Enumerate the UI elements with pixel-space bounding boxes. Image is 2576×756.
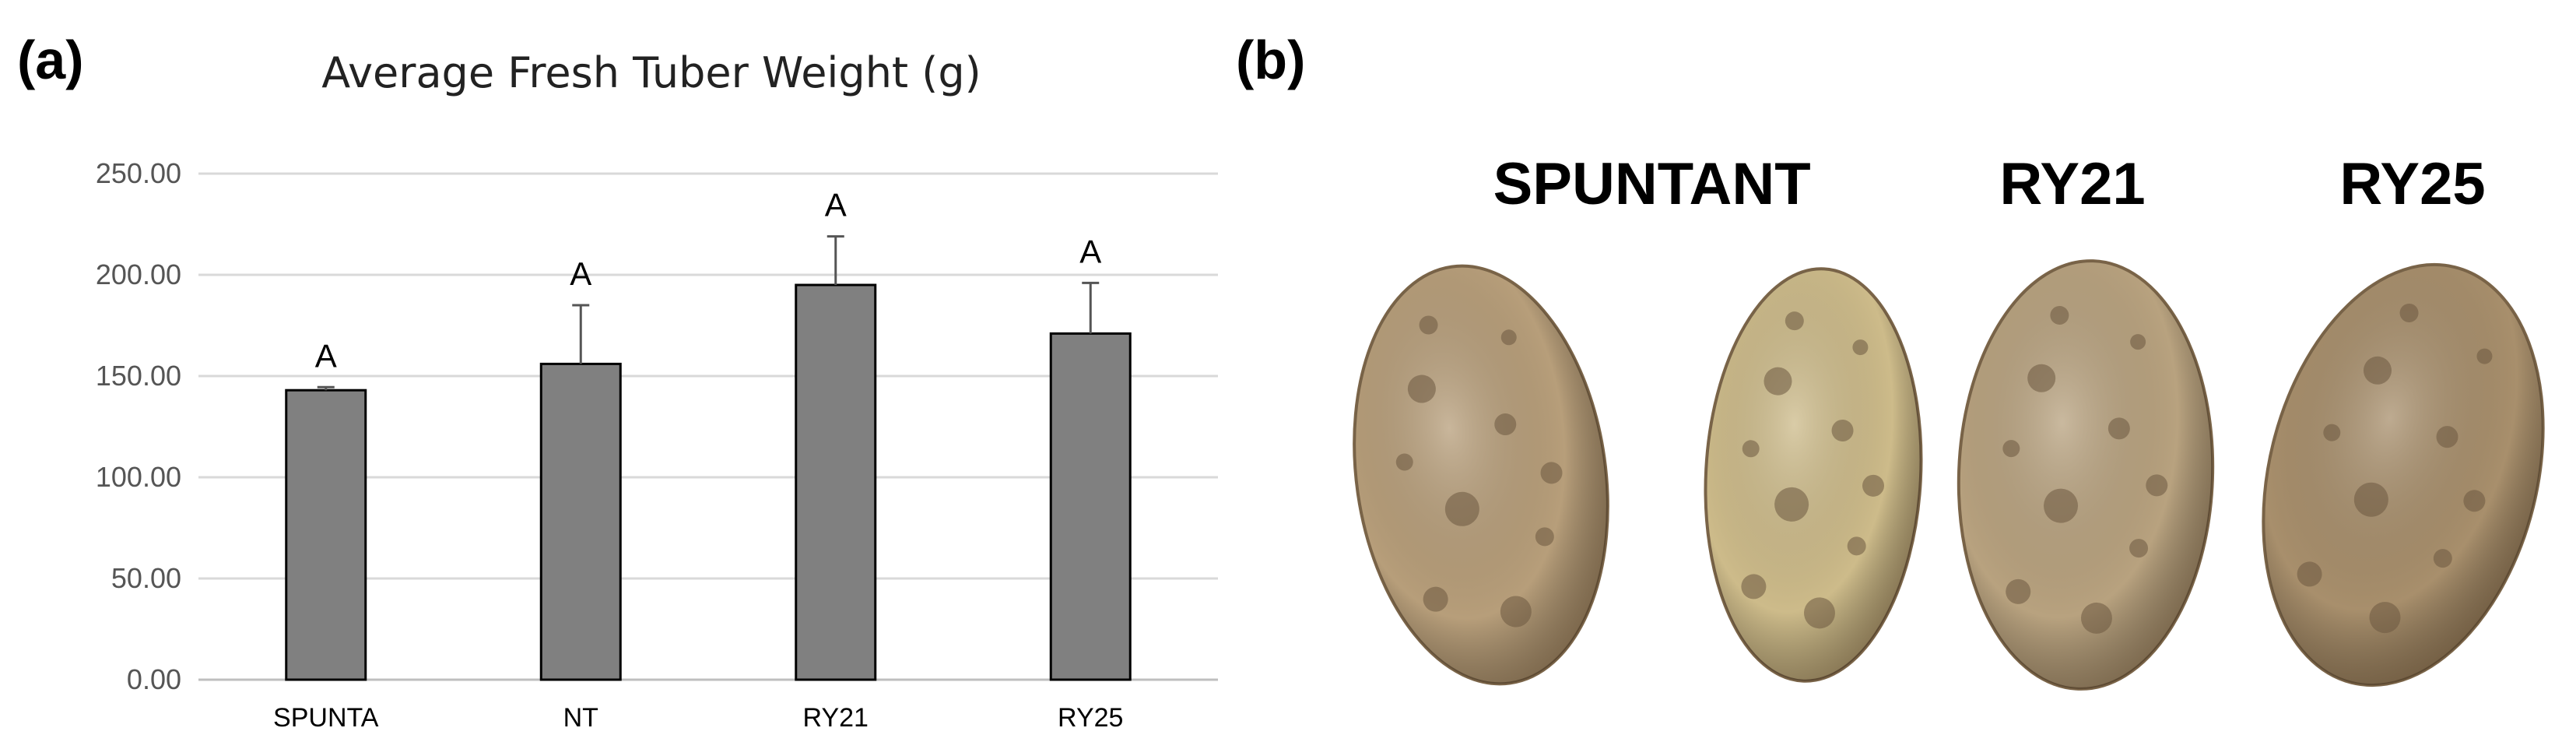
soil-speck: [2353, 482, 2388, 517]
soil-speck: [2130, 334, 2146, 350]
soil-speck: [1535, 527, 1554, 547]
bar-nt: [539, 362, 622, 681]
chart-bars: A A A A: [285, 187, 1132, 681]
soil-speck: [2463, 490, 2486, 512]
x-tick-label: RY25: [1058, 703, 1123, 733]
y-tick-label: 150.00: [96, 360, 181, 392]
soil-speck: [2146, 474, 2168, 497]
significance-letter: A: [315, 337, 337, 374]
significance-letter: A: [825, 187, 847, 223]
x-axis-labels: SPUNTA NT RY21 RY25: [273, 703, 1123, 733]
soil-speck: [1540, 462, 1563, 484]
bar-chart: Average Fresh Tuber Weight (g) 0.00 50.00…: [96, 48, 1218, 733]
y-tick-label: 100.00: [96, 461, 181, 493]
soil-speck: [1785, 311, 1804, 331]
variety-label-nt: NT: [1732, 151, 1810, 217]
soil-speck: [1741, 574, 1767, 600]
panel-a-label: (a): [17, 30, 84, 90]
soil-speck: [1862, 474, 1885, 497]
tuber-spunta: [1353, 264, 1609, 686]
soil-speck: [2436, 426, 2458, 448]
soil-speck: [2363, 356, 2392, 385]
x-tick-label: RY21: [803, 703, 869, 733]
soil-speck: [1500, 596, 1532, 628]
tuber-ry21: [1957, 259, 2215, 691]
tuber-shading: [1354, 265, 1608, 684]
soil-speck: [1803, 597, 1835, 629]
soil-speck: [1444, 491, 1479, 526]
bar-spunta: [285, 389, 367, 681]
variety-label-spunta: SPUNTA: [1493, 151, 1732, 217]
soil-speck: [2107, 417, 2130, 440]
soil-speck: [1423, 586, 1448, 612]
significance-letter: A: [1079, 233, 1101, 269]
soil-speck: [2006, 578, 2031, 604]
soil-speck: [2399, 303, 2419, 322]
chart-title: Average Fresh Tuber Weight (g): [321, 48, 981, 97]
bar-ry21: [795, 283, 877, 681]
soil-speck: [1395, 453, 1413, 471]
soil-speck: [2002, 440, 2020, 458]
x-tick-label: SPUNTA: [273, 703, 379, 733]
x-tick-label: NT: [563, 703, 598, 733]
soil-speck: [1847, 536, 1866, 556]
tuber-nt: [1704, 267, 1923, 683]
tuber-photo-panel: SPUNTA NT RY21 RY25: [1353, 151, 2545, 691]
soil-speck: [2369, 602, 2401, 634]
soil-speck: [1494, 413, 1517, 436]
significance-letter: A: [570, 255, 591, 292]
soil-speck: [2476, 348, 2493, 364]
tuber-ry25: [2262, 262, 2545, 687]
y-tick-label: 250.00: [96, 157, 181, 189]
soil-speck: [2027, 364, 2056, 392]
soil-speck: [1742, 440, 1760, 458]
y-tick-label: 50.00: [111, 562, 181, 594]
chart-gridlines: [198, 172, 1218, 681]
soil-speck: [2044, 488, 2079, 523]
soil-speck: [2323, 424, 2341, 441]
soil-speck: [1852, 339, 1869, 356]
tuber-shading: [2263, 264, 2543, 686]
variety-label-ry25: RY25: [2339, 151, 2485, 217]
soil-speck: [1407, 374, 1436, 403]
soil-speck: [1419, 315, 1438, 335]
soil-speck: [2433, 549, 2452, 568]
soil-speck: [1774, 487, 1809, 522]
panel-b-label: (b): [1236, 30, 1306, 90]
soil-speck: [2129, 539, 2149, 558]
soil-speck: [1831, 419, 1854, 441]
soil-speck: [2297, 561, 2322, 587]
bar-ry25: [1049, 332, 1132, 681]
soil-speck: [2050, 305, 2069, 325]
y-tick-label: 200.00: [96, 258, 181, 290]
variety-label-ry21: RY21: [1999, 151, 2145, 217]
y-tick-label: 0.00: [127, 663, 181, 695]
soil-speck: [1500, 329, 1517, 346]
soil-speck: [2080, 602, 2112, 634]
soil-speck: [1764, 367, 1792, 396]
y-axis-ticks: 0.00 50.00 100.00 150.00 200.00 250.00: [96, 157, 181, 695]
